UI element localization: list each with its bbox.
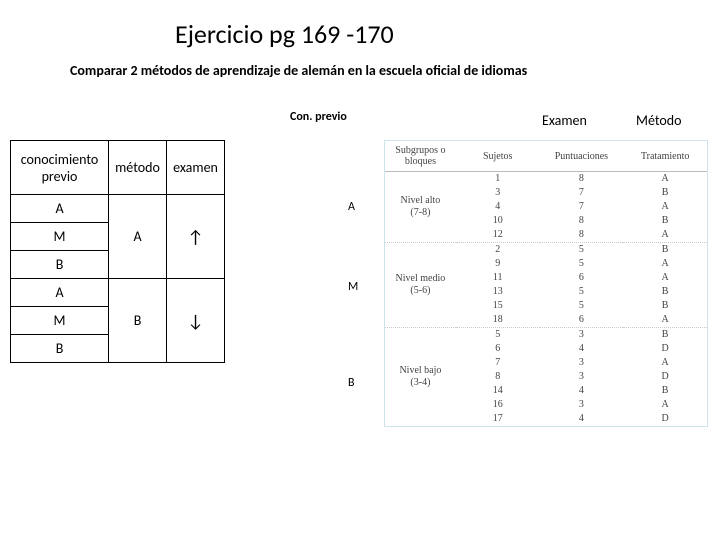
cp-cell: B — [11, 335, 109, 363]
rt-cell: 5 — [540, 243, 624, 258]
rt-cell: A — [623, 228, 707, 243]
rt-cell: 5 — [540, 299, 624, 313]
rt-group-label: Nivel bajo(3-4) — [385, 328, 456, 427]
rt-cell: B — [623, 328, 707, 343]
right-table-panel: Subgrupos o bloques Sujetos Puntuaciones… — [384, 140, 708, 427]
label-examen: Examen — [542, 112, 587, 129]
rt-cell: 8 — [540, 228, 624, 243]
rt-cell: 14 — [456, 384, 540, 398]
rt-hdr-pun: Puntuaciones — [540, 141, 624, 172]
rt-cell: A — [623, 356, 707, 370]
rt-cell: 6 — [456, 342, 540, 356]
rt-cell: A — [623, 313, 707, 328]
rt-cell: B — [623, 384, 707, 398]
rt-cell: 4 — [456, 200, 540, 214]
rt-cell: 7 — [540, 186, 624, 200]
rt-cell: 16 — [456, 398, 540, 412]
rt-cell: 18 — [456, 313, 540, 328]
rt-cell: A — [623, 257, 707, 271]
rt-hdr-suj: Sujetos — [456, 141, 540, 172]
rt-cell: B — [623, 186, 707, 200]
rt-cell: B — [623, 285, 707, 299]
cp-cell: A — [11, 279, 109, 307]
cp-cell: A — [11, 195, 109, 223]
mid-label-b: B — [348, 376, 355, 390]
rt-cell: 6 — [540, 313, 624, 328]
rt-cell: 8 — [456, 370, 540, 384]
rt-group-label: Nivel alto(7-8) — [385, 172, 456, 243]
rt-cell: B — [623, 243, 707, 258]
label-metodo: Método — [636, 112, 682, 129]
rt-cell: 3 — [540, 398, 624, 412]
subtitle: Comparar 2 métodos de aprendizaje de ale… — [70, 62, 527, 79]
rt-hdr-tra: Tratamiento — [623, 141, 707, 172]
mid-label-a: A — [348, 200, 355, 214]
rt-cell: 13 — [456, 285, 540, 299]
rt-hdr-sub: Subgrupos o bloques — [385, 141, 456, 172]
rt-cell: 12 — [456, 228, 540, 243]
hdr-examen: examen — [167, 141, 225, 195]
label-con-previo: Con. previo — [290, 110, 347, 124]
metodo-cell-1: A — [109, 195, 167, 279]
rt-cell: 5 — [540, 285, 624, 299]
rt-cell: 7 — [456, 356, 540, 370]
metodo-cell-2: B — [109, 279, 167, 363]
rt-cell: 17 — [456, 412, 540, 426]
rt-cell: A — [623, 200, 707, 214]
rt-cell: 4 — [540, 412, 624, 426]
rt-cell: 6 — [540, 271, 624, 285]
rt-cell: A — [623, 398, 707, 412]
rt-cell: D — [623, 412, 707, 426]
rt-cell: D — [623, 370, 707, 384]
mid-label-m: M — [348, 280, 358, 294]
rt-cell: A — [623, 172, 707, 187]
hdr-metodo: método — [109, 141, 167, 195]
right-table: Subgrupos o bloques Sujetos Puntuaciones… — [385, 141, 707, 426]
rt-cell: 5 — [456, 328, 540, 343]
rt-cell: 5 — [540, 257, 624, 271]
rt-group-label: Nivel medio(5-6) — [385, 243, 456, 328]
rt-cell: B — [623, 214, 707, 228]
cp-cell: M — [11, 307, 109, 335]
cp-cell: B — [11, 251, 109, 279]
page-title: Ejercicio pg 169 -170 — [175, 18, 394, 50]
rt-cell: 4 — [540, 342, 624, 356]
cp-cell: M — [11, 223, 109, 251]
rt-cell: 3 — [456, 186, 540, 200]
rt-cell: 8 — [540, 214, 624, 228]
rt-cell: 11 — [456, 271, 540, 285]
rt-cell: D — [623, 342, 707, 356]
rt-cell: 1 — [456, 172, 540, 187]
rt-cell: 3 — [540, 370, 624, 384]
rt-cell: 8 — [540, 172, 624, 187]
rt-cell: 7 — [540, 200, 624, 214]
rt-cell: 10 — [456, 214, 540, 228]
rt-cell: 9 — [456, 257, 540, 271]
rt-cell: 3 — [540, 356, 624, 370]
left-table: conocimiento previo método examen A A ↑ … — [10, 140, 225, 363]
examen-cell-2: ↓ — [167, 279, 225, 363]
rt-cell: A — [623, 271, 707, 285]
examen-cell-1: ↑ — [167, 195, 225, 279]
rt-cell: 4 — [540, 384, 624, 398]
rt-cell: 3 — [540, 328, 624, 343]
rt-cell: 15 — [456, 299, 540, 313]
rt-cell: 2 — [456, 243, 540, 258]
hdr-conocimiento: conocimiento previo — [11, 141, 109, 195]
rt-cell: B — [623, 299, 707, 313]
